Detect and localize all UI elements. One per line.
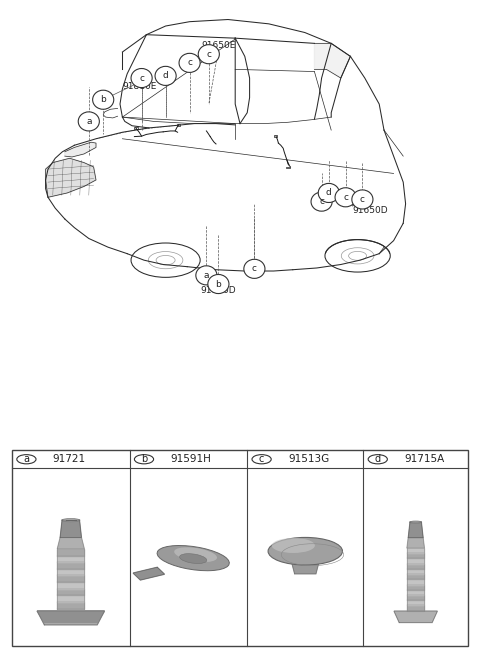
Circle shape bbox=[244, 260, 265, 279]
Polygon shape bbox=[407, 585, 424, 590]
Text: a: a bbox=[204, 271, 209, 280]
Ellipse shape bbox=[268, 537, 343, 565]
Polygon shape bbox=[407, 606, 424, 611]
Polygon shape bbox=[58, 556, 84, 562]
Circle shape bbox=[78, 112, 99, 131]
Text: b: b bbox=[100, 95, 106, 104]
Polygon shape bbox=[65, 142, 96, 157]
Polygon shape bbox=[408, 522, 423, 537]
Polygon shape bbox=[407, 574, 424, 579]
Text: c: c bbox=[187, 58, 192, 68]
Ellipse shape bbox=[409, 521, 422, 523]
Ellipse shape bbox=[180, 554, 207, 564]
Polygon shape bbox=[314, 43, 350, 78]
Polygon shape bbox=[58, 582, 84, 589]
Polygon shape bbox=[407, 564, 424, 569]
Text: c: c bbox=[206, 50, 211, 58]
Polygon shape bbox=[407, 590, 424, 595]
Text: a: a bbox=[86, 117, 92, 126]
Polygon shape bbox=[407, 595, 424, 600]
Polygon shape bbox=[37, 611, 105, 625]
Polygon shape bbox=[292, 562, 319, 574]
Text: a: a bbox=[24, 454, 29, 464]
Polygon shape bbox=[58, 569, 84, 576]
Text: d: d bbox=[163, 72, 168, 80]
Polygon shape bbox=[58, 576, 84, 582]
Polygon shape bbox=[394, 611, 437, 623]
Circle shape bbox=[196, 266, 217, 285]
Circle shape bbox=[335, 188, 356, 207]
Text: c: c bbox=[343, 193, 348, 202]
Text: c: c bbox=[360, 195, 365, 204]
Ellipse shape bbox=[272, 538, 315, 553]
Polygon shape bbox=[58, 589, 84, 595]
Circle shape bbox=[311, 192, 332, 211]
Text: c: c bbox=[259, 454, 264, 464]
Circle shape bbox=[352, 190, 373, 209]
FancyBboxPatch shape bbox=[274, 135, 277, 137]
Polygon shape bbox=[58, 549, 84, 556]
Ellipse shape bbox=[174, 547, 217, 562]
Text: b: b bbox=[141, 454, 147, 464]
Polygon shape bbox=[407, 558, 424, 564]
Text: c: c bbox=[319, 197, 324, 206]
Text: c: c bbox=[252, 264, 257, 273]
Text: 91810E: 91810E bbox=[122, 82, 156, 91]
Polygon shape bbox=[133, 568, 164, 580]
FancyBboxPatch shape bbox=[286, 166, 290, 168]
Circle shape bbox=[155, 66, 176, 85]
Text: 91513G: 91513G bbox=[288, 454, 329, 464]
Polygon shape bbox=[37, 611, 105, 623]
Text: 91591H: 91591H bbox=[170, 454, 211, 464]
Text: 91650D: 91650D bbox=[353, 206, 388, 215]
Polygon shape bbox=[407, 579, 424, 585]
Text: c: c bbox=[139, 74, 144, 83]
Circle shape bbox=[131, 68, 152, 87]
Circle shape bbox=[208, 275, 229, 294]
Polygon shape bbox=[407, 569, 424, 574]
Text: 91810D: 91810D bbox=[201, 286, 236, 295]
Text: d: d bbox=[326, 189, 332, 198]
Text: 91650E: 91650E bbox=[201, 41, 236, 50]
Text: b: b bbox=[216, 279, 221, 288]
FancyBboxPatch shape bbox=[177, 124, 180, 125]
Text: d: d bbox=[375, 454, 381, 464]
Circle shape bbox=[318, 183, 339, 202]
Polygon shape bbox=[407, 548, 424, 553]
Polygon shape bbox=[407, 600, 424, 606]
Polygon shape bbox=[46, 158, 96, 197]
Polygon shape bbox=[58, 562, 84, 569]
Polygon shape bbox=[58, 537, 84, 549]
Polygon shape bbox=[60, 520, 81, 537]
Text: 91715A: 91715A bbox=[404, 454, 444, 464]
Polygon shape bbox=[58, 602, 84, 608]
Polygon shape bbox=[58, 595, 84, 602]
Circle shape bbox=[93, 90, 114, 109]
Circle shape bbox=[179, 53, 200, 72]
Ellipse shape bbox=[62, 518, 80, 522]
Text: 91721: 91721 bbox=[53, 454, 86, 464]
Circle shape bbox=[198, 45, 219, 64]
FancyBboxPatch shape bbox=[134, 127, 138, 129]
Ellipse shape bbox=[157, 545, 229, 571]
Polygon shape bbox=[407, 553, 424, 558]
Polygon shape bbox=[407, 537, 424, 548]
